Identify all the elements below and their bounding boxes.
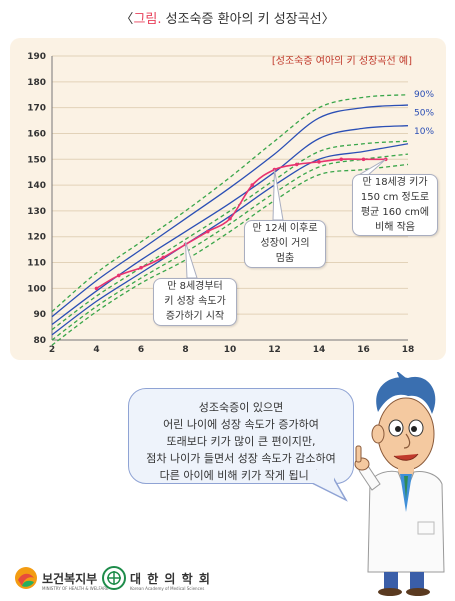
series-line <box>51 104 409 318</box>
patient-point <box>294 162 299 167</box>
title-open-bracket: 〈 <box>120 12 134 27</box>
x-tick-label: 2 <box>49 345 55 355</box>
ministry-logo-icon <box>15 567 37 589</box>
title-accent: 그림. <box>133 12 162 27</box>
ministry-subtitle: MINISTRY OF HEALTH & WELFARE <box>42 586 109 591</box>
y-tick-label: 80 <box>33 336 46 346</box>
bubble-line: 어린 나이에 성장 속도가 증가하여 <box>163 418 319 431</box>
growth-chart: 80 90 100 110 120 130 140 150 160 170 180 190 2 4 6 8 10… <box>27 52 434 355</box>
patient-point <box>317 160 321 164</box>
bubble-line: 점차 나이가 들면서 성장 속도가 감소하여 <box>146 452 336 465</box>
patient-point <box>139 265 143 270</box>
y-tick-label: 160 <box>27 129 46 139</box>
series-label: 10% <box>414 127 434 137</box>
patient-point <box>339 157 344 162</box>
x-tick-label: 18 <box>402 345 415 355</box>
x-tick-label: 12 <box>268 345 281 355</box>
patient-line <box>96 158 386 290</box>
callout-pointer <box>185 241 198 279</box>
callout-age18-line: 150 cm 정도로 <box>360 192 430 203</box>
patient-point <box>205 229 210 234</box>
patient-point <box>250 183 255 187</box>
dashed-percentile-line <box>51 153 409 341</box>
patient-point <box>361 157 366 162</box>
x-tick-label: 8 <box>182 345 188 355</box>
callout-age8-line: 증가하기 시작 <box>165 311 225 322</box>
patient-point <box>116 273 121 278</box>
y-tick-label: 170 <box>27 104 46 114</box>
y-tick-label: 90 <box>33 310 46 320</box>
chart-inset-label: [성조숙증 여아의 키 성장곡선 예] <box>272 55 412 67</box>
patient-point <box>161 255 166 260</box>
y-tick-label: 120 <box>27 233 46 243</box>
dashed-percentile-line <box>51 163 409 346</box>
callout-age12: 만 12세 이후로 성장이 거의 멈춤 <box>244 220 326 268</box>
y-tick-label: 110 <box>27 259 46 269</box>
bubble-line: 성조숙증이 있으면 <box>198 401 284 414</box>
bubble-line: 다른 아이에 비해 키가 작게 됩니다. <box>159 469 323 482</box>
patient-point <box>94 286 99 291</box>
series-label: 90% <box>414 90 434 100</box>
callout-age12-line: 성장이 거의 <box>260 238 310 249</box>
title-text: 성조숙증 환아의 키 성장곡선 <box>165 12 322 27</box>
y-tick-label: 130 <box>27 207 46 217</box>
academy-logo-icon <box>102 566 126 590</box>
patient-point <box>228 216 232 221</box>
callout-pointer <box>272 169 284 221</box>
doctor-illustration-icon <box>354 372 445 596</box>
y-tick-label: 140 <box>27 181 46 191</box>
callout-age8-line: 만 8세경부터 <box>167 281 223 292</box>
dashed-percentile-line <box>51 140 409 331</box>
ministry-name: 보건복지부 <box>42 572 98 586</box>
academy-subtitle: Korean Academy of Medical Sciences <box>130 586 205 591</box>
callout-age18-line: 비해 작음 <box>375 222 415 233</box>
callout-age8: 만 8세경부터 키 성장 속도가 증가하기 시작 <box>153 278 237 326</box>
series-label: 50% <box>414 109 434 119</box>
bubble-tail-icon <box>308 470 348 502</box>
y-tick-label: 100 <box>27 284 46 294</box>
x-tick-label: 16 <box>357 345 370 355</box>
y-tick-label: 190 <box>27 52 46 62</box>
callout-age8-line: 키 성장 속도가 <box>164 296 226 307</box>
callout-age18: 만 18세경 키가 150 cm 정도로 평균 160 cm에 비해 작음 <box>352 174 438 236</box>
callout-age12-line: 만 12세 이후로 <box>252 223 318 234</box>
y-tick-label: 180 <box>27 78 46 88</box>
x-tick-label: 4 <box>93 345 99 355</box>
series-line <box>51 125 409 326</box>
x-tick-label: 10 <box>224 345 237 355</box>
callout-age18-line: 만 18세경 키가 <box>362 177 428 188</box>
y-tick-label: 150 <box>27 155 46 165</box>
page-title: 〈그림. 성조숙증 환아의 키 성장곡선〉 <box>0 8 455 27</box>
speech-bubble: 성조숙증이 있으면 어린 나이에 성장 속도가 증가하여 또래보다 키가 많이 … <box>128 388 354 484</box>
x-tick-label: 6 <box>138 345 144 355</box>
bubble-line: 또래보다 키가 많이 큰 편이지만, <box>166 435 316 448</box>
academy-name: 대 한 의 학 회 <box>130 572 211 586</box>
series-line <box>51 143 409 336</box>
title-close-bracket: 〉 <box>321 12 335 27</box>
callout-age12-line: 멈춤 <box>275 253 295 264</box>
callout-age18-line: 평균 160 cm에 <box>360 207 430 218</box>
x-tick-label: 14 <box>313 345 326 355</box>
